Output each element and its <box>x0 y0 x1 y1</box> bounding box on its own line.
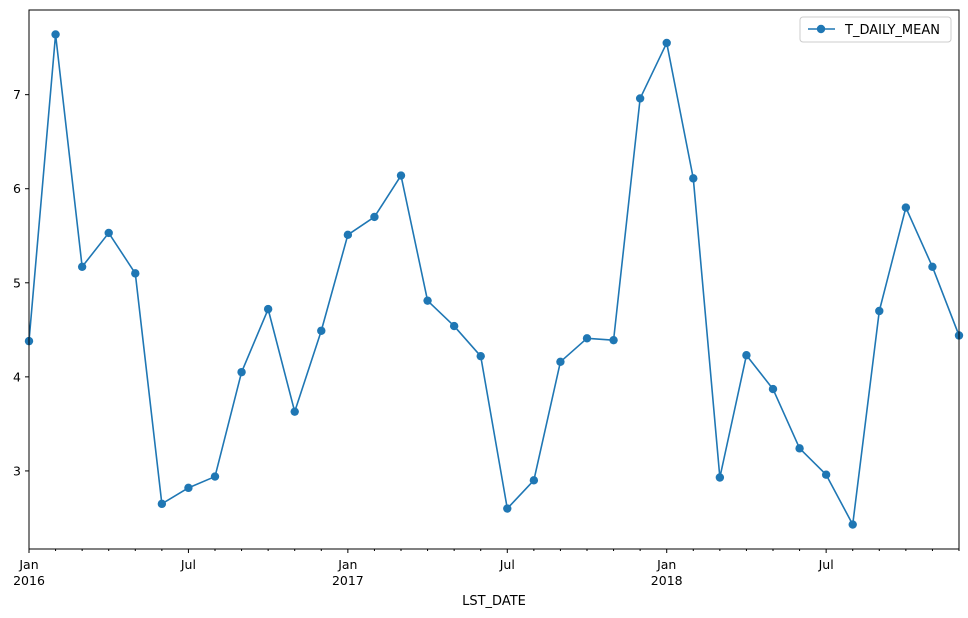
y-tick-label: 7 <box>13 87 21 102</box>
data-point <box>901 203 911 212</box>
data-point <box>77 262 87 272</box>
data-point <box>875 306 884 316</box>
y-tick-label: 5 <box>13 275 21 290</box>
data-point <box>742 351 751 360</box>
data-point <box>476 351 485 361</box>
data-point <box>768 384 778 394</box>
x-tick-year-label: 2017 <box>332 573 364 588</box>
data-point <box>928 262 937 272</box>
x-tick-year-label: 2018 <box>651 573 683 588</box>
data-point <box>104 228 113 238</box>
data-point <box>556 357 565 367</box>
x-tick-label: Jan <box>656 557 676 572</box>
y-tick-label: 6 <box>13 181 21 196</box>
legend-label: T_DAILY_MEAN <box>844 23 940 38</box>
legend-box <box>799 16 952 43</box>
data-point <box>263 304 273 314</box>
data-point <box>582 334 592 343</box>
data-point <box>503 504 512 513</box>
x-tick-year-label: 2016 <box>13 573 45 588</box>
y-tick-label: 4 <box>13 369 21 384</box>
data-point <box>290 407 299 416</box>
x-axis-title: LST_DATE <box>462 594 526 609</box>
data-point <box>184 483 193 493</box>
data-point <box>689 174 698 183</box>
data-point <box>210 472 220 481</box>
x-tick-label: Jul <box>180 557 196 572</box>
data-point <box>423 296 432 305</box>
x-tick-label: Jul <box>818 557 834 572</box>
data-point <box>157 499 167 509</box>
data-point <box>715 473 725 482</box>
y-tick-label: 3 <box>13 463 21 478</box>
x-tick-label: Jul <box>499 557 515 572</box>
plot-frame <box>28 9 960 550</box>
data-point <box>51 30 60 39</box>
data-point <box>343 230 353 240</box>
series-layer <box>24 30 964 529</box>
data-point <box>662 38 671 48</box>
data-point <box>370 212 379 222</box>
y-axis-ticks: 3 4 5 6 7 <box>13 87 29 478</box>
legend-marker-sample <box>816 24 826 34</box>
data-point <box>131 269 140 278</box>
series-line <box>28 33 960 526</box>
data-point <box>795 444 804 453</box>
data-point <box>449 321 459 331</box>
data-point <box>237 367 246 377</box>
data-point <box>396 171 406 180</box>
data-point <box>529 476 539 485</box>
data-point <box>635 94 645 103</box>
data-point <box>609 335 618 345</box>
data-point <box>317 326 326 335</box>
plot-area <box>29 10 959 549</box>
x-tick-label: Jan <box>337 557 357 572</box>
data-point <box>821 470 831 479</box>
legend: T_DAILY_MEAN <box>799 16 952 43</box>
x-tick-label: Jan <box>18 557 38 572</box>
data-point <box>848 520 857 529</box>
